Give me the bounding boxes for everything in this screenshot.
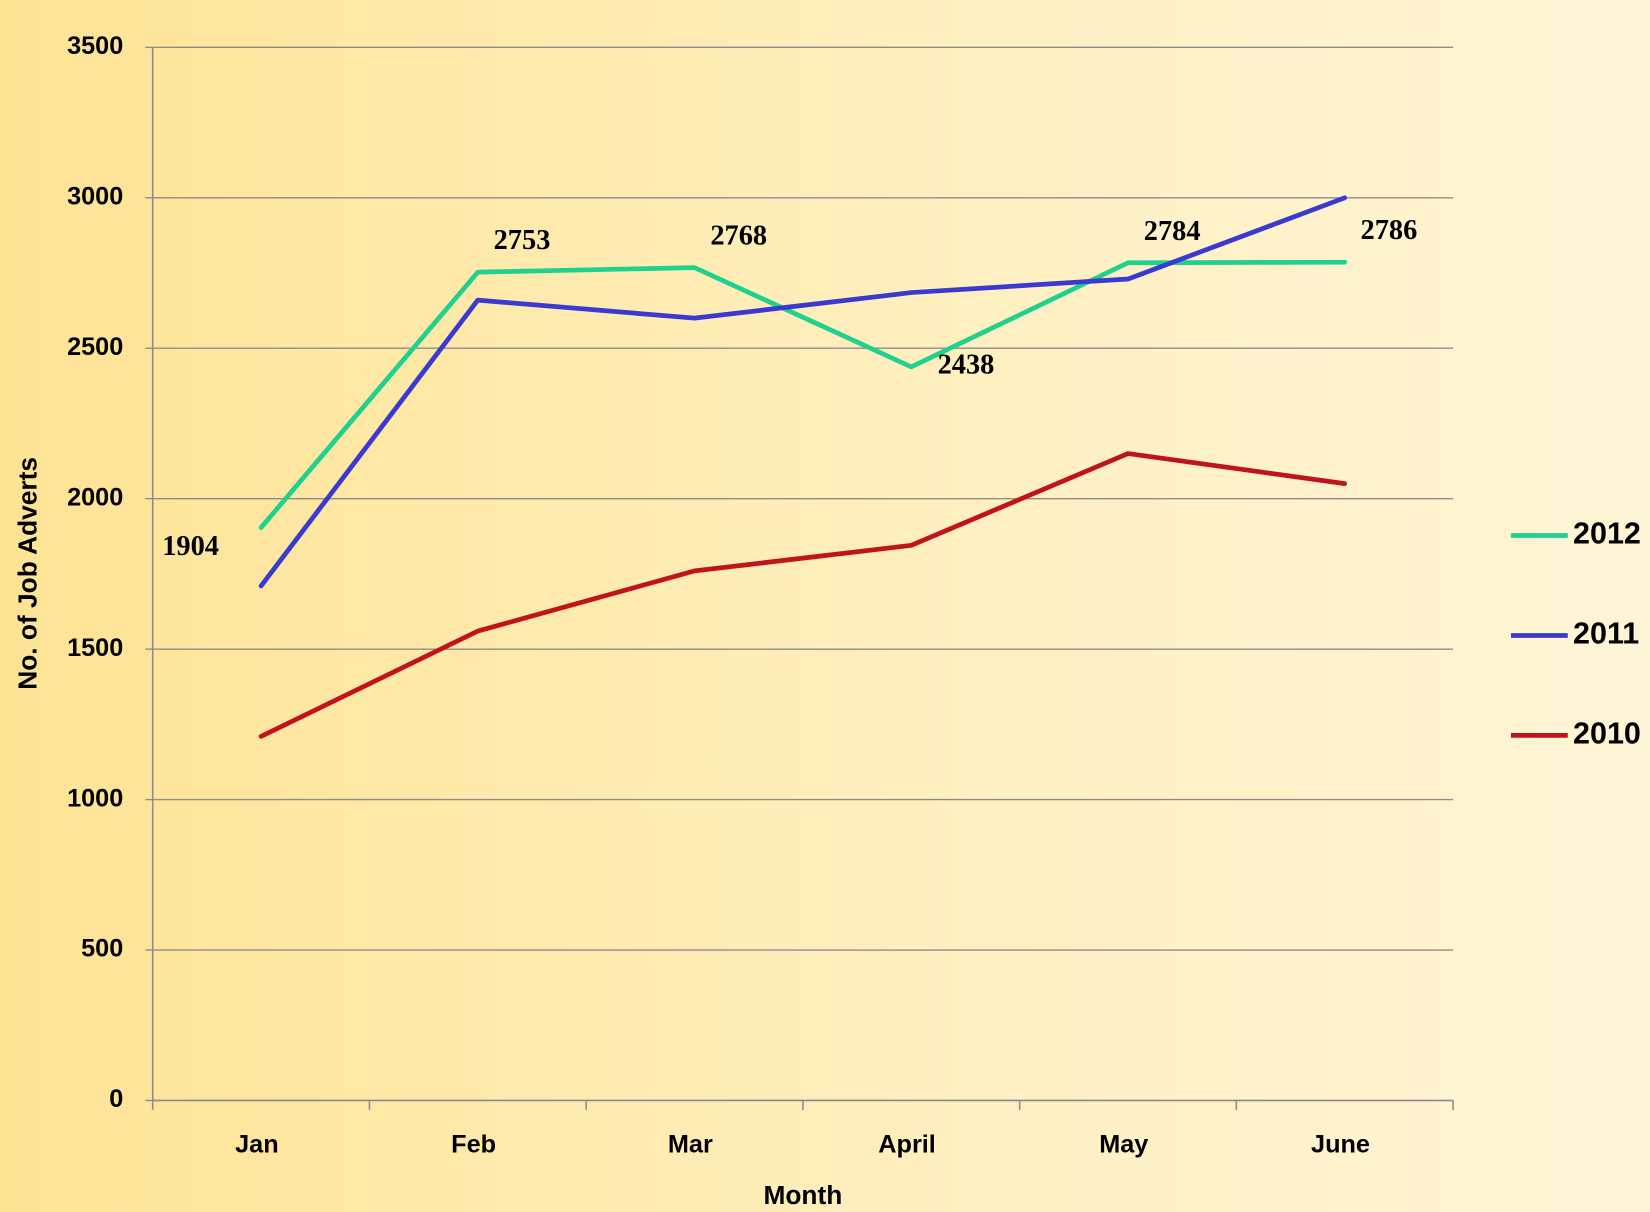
data-label: 1904	[162, 531, 219, 562]
x-tick-label: June	[1311, 1130, 1370, 1158]
y-tick-label: 1500	[67, 634, 123, 662]
y-tick-label: 1000	[67, 784, 123, 812]
y-tick-label: 500	[81, 935, 123, 963]
y-tick-label: 0	[109, 1085, 123, 1113]
series-line	[258, 451, 1348, 739]
data-label: 2784	[1144, 216, 1201, 247]
data-label: 2438	[938, 349, 995, 380]
data-label: 2753	[494, 225, 551, 256]
series-line	[258, 195, 1348, 589]
y-tick-label: 2000	[67, 483, 123, 511]
y-tick-label: 3000	[67, 182, 123, 210]
x-tick-label: Mar	[668, 1130, 713, 1158]
series-line	[258, 259, 1348, 530]
y-tick-label: 3500	[67, 32, 123, 60]
y-axis-title: No. of Job Adverts	[13, 457, 43, 690]
x-tick-label: May	[1099, 1130, 1148, 1158]
y-tick-label: 2500	[67, 333, 123, 361]
legend-label: 2011	[1573, 617, 1639, 651]
legend-label: 2010	[1573, 716, 1641, 750]
data-label: 2786	[1361, 215, 1418, 246]
x-tick-label: Jan	[235, 1130, 279, 1158]
data-label: 2768	[710, 221, 767, 252]
x-axis-title: Month	[763, 1180, 842, 1210]
x-tick-label: Feb	[451, 1130, 496, 1158]
x-tick-label: April	[878, 1130, 936, 1158]
legend-label: 2012	[1573, 517, 1641, 551]
